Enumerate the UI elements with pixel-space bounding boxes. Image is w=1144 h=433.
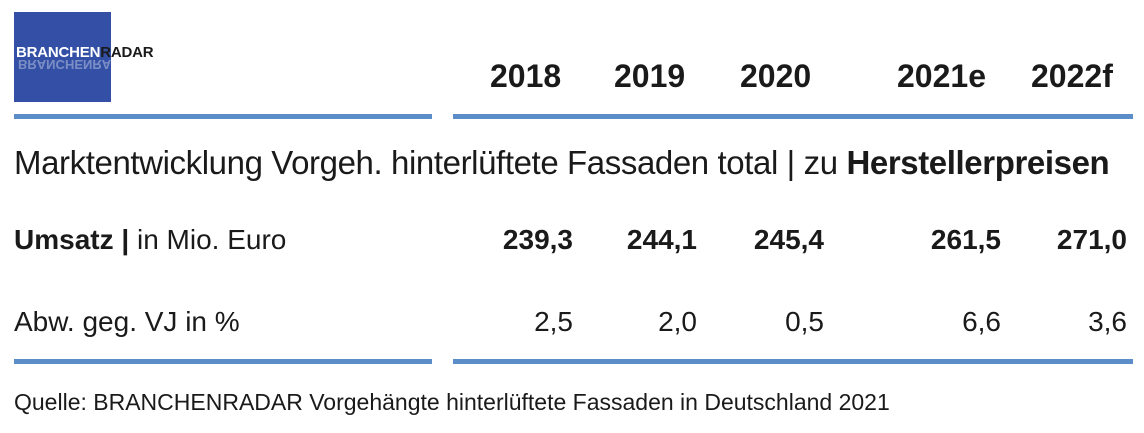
umsatz-2020: 245,4 [753,224,824,255]
table-title-text: Marktentwicklung Vorgeh. hinterlüftete F… [14,144,847,181]
year-header-2020: 2020 [740,58,812,94]
source-note: Quelle: BRANCHENRADAR Vorgehängte hinter… [14,389,890,415]
table-title-emphasis: Herstellerpreisen [846,144,1110,181]
divider-top-right [453,114,1133,119]
umsatz-2019: 244,1 [626,224,697,255]
abweichung-2022f: 3,6 [1088,306,1127,337]
year-header-2018: 2018 [490,58,562,94]
logo-text-part2: RADAR [100,44,154,61]
year-header-2022f: 2022f [1031,58,1113,94]
umsatz-2018: 239,3 [502,224,573,255]
logo-text-part1: BRANCHEN [16,44,101,61]
logo-text: BRANCHENRADAR [16,44,154,61]
abweichung-2021e: 6,6 [962,306,1001,337]
row-label-umsatz-unit: in Mio. Euro [129,224,287,255]
abweichung-2019: 2,0 [658,306,697,337]
divider-bottom-right [453,359,1133,364]
abweichung-2018: 2,5 [534,306,573,337]
abweichung-2020: 0,5 [785,306,824,337]
row-label-abweichung: Abw. geg. VJ in % [14,306,240,337]
brand-logo [14,12,111,102]
divider-bottom-left [14,359,432,364]
row-label-umsatz-bold: Umsatz | [14,224,130,255]
year-header-2019: 2019 [614,58,686,94]
divider-top-left [14,114,432,119]
umsatz-2022f: 271,0 [1056,224,1127,255]
year-header-2021e: 2021e [897,58,986,94]
table-title: Marktentwicklung Vorgeh. hinterlüftete F… [14,144,1110,182]
row-label-umsatz: Umsatz | in Mio. Euro [14,224,286,256]
umsatz-2021e: 261,5 [930,224,1001,255]
